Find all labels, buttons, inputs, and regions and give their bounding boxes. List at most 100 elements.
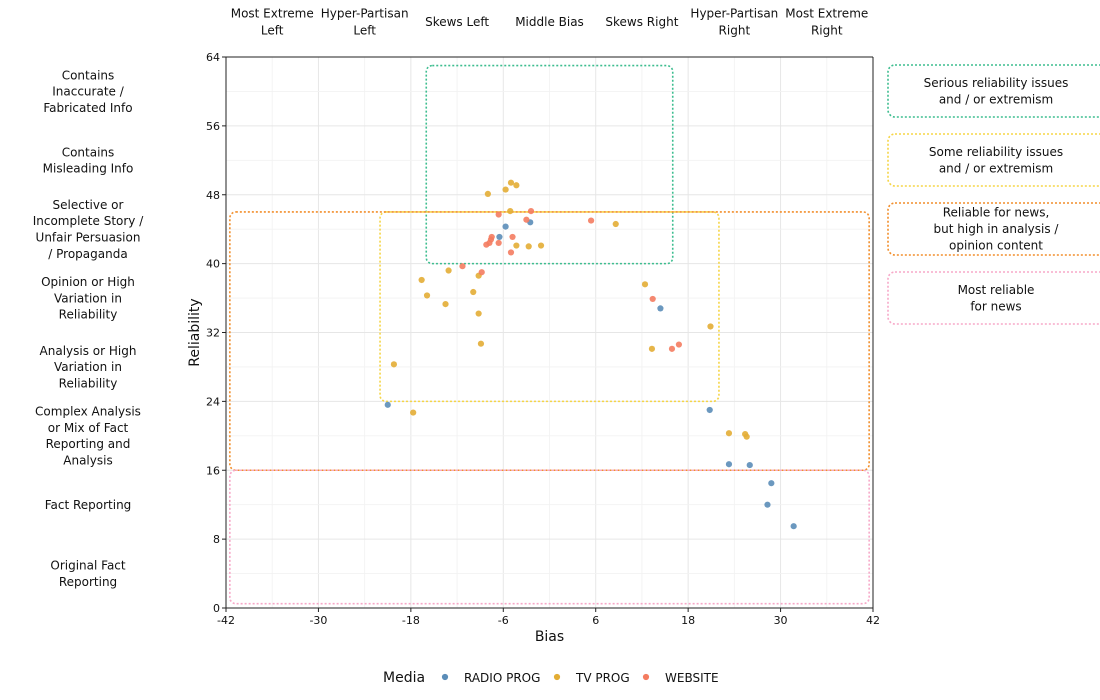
region-box (379, 211, 720, 403)
bias-category-label: Skews Right (605, 15, 678, 29)
data-point (410, 409, 417, 416)
reliability-category-label: Selective or Incomplete Story / Unfair Per… (33, 198, 145, 261)
data-point (483, 241, 490, 248)
x-tick-label: 42 (866, 614, 880, 627)
data-point (477, 340, 485, 347)
reliability-category-label: Complex Analysis or Mix of Fact Reporting … (35, 405, 141, 468)
data-point (502, 186, 509, 193)
data-point (513, 242, 520, 249)
region-legend-box (887, 64, 1100, 118)
reliability-category-label: Original Fact Reporting (50, 559, 126, 589)
data-point (502, 223, 509, 230)
x-axis-label: Bias (535, 629, 564, 645)
legend-label: RADIO PROG (464, 671, 540, 685)
region-legend-box (887, 133, 1100, 187)
bias-category-label: Most Extreme Left (231, 7, 314, 38)
data-point (507, 179, 515, 186)
bias-category-label: Most Extreme Right (785, 7, 868, 38)
data-point (649, 295, 656, 303)
y-tick-label: 0 (213, 602, 220, 615)
bias-category-label: Skews Left (425, 15, 489, 29)
legend: Media RADIO PROG TV PROG WEBSITE (383, 670, 719, 686)
axes: -42 -30 -18 -6 6 18 30 42 0 8 16 24 32 40 48 56 64 Bias Re… (187, 51, 880, 645)
data-point (675, 341, 683, 348)
data-point (668, 345, 676, 352)
region-legend-label: Some reliability issues and / or extremis… (929, 145, 1063, 176)
bias-category-label: Middle Bias (515, 15, 584, 29)
region-legend-box (887, 202, 1100, 256)
data-point (459, 263, 466, 270)
legend-marker (642, 673, 650, 681)
x-tick-label: -18 (402, 614, 420, 627)
data-point (507, 249, 515, 256)
y-tick-label: 40 (206, 258, 220, 271)
data-point (743, 433, 750, 440)
legend-label: WEBSITE (665, 671, 719, 685)
data-point (423, 292, 431, 299)
region-box (425, 64, 674, 265)
data-point (657, 305, 664, 312)
data-point (537, 242, 545, 249)
y-tick-label: 24 (206, 395, 220, 408)
reliability-category-label: Fact Reporting (45, 498, 132, 512)
data-point (470, 288, 477, 296)
y-tick-label: 32 (206, 327, 220, 340)
data-point (496, 233, 503, 241)
data-point (612, 220, 619, 228)
data-point (478, 269, 485, 276)
legend-marker (441, 673, 449, 681)
reliability-category-label: Opinion or High Variation in Reliability (41, 275, 135, 322)
data-point (725, 461, 733, 468)
grid-lines (225, 56, 874, 609)
bias-category-label: Hyper-Partisan Right (690, 7, 778, 38)
data-point (525, 243, 532, 250)
y-axis-label: Reliability (187, 298, 203, 366)
data-point (442, 300, 449, 308)
data-point (706, 406, 713, 414)
y-tick-label: 48 (206, 189, 220, 202)
data-points (384, 179, 797, 530)
bias-category-label: Hyper-Partisan Left (321, 7, 409, 38)
data-point (523, 216, 530, 223)
y-tick-label: 56 (206, 120, 220, 133)
region-legend-label: Reliable for news, but high in analysis /… (934, 206, 1060, 253)
data-point (495, 239, 502, 247)
data-point (509, 233, 516, 241)
region-legend-label: Most reliable for news (958, 283, 1035, 314)
data-point (768, 480, 775, 487)
y-tick-label: 8 (213, 533, 220, 546)
data-point (495, 211, 502, 218)
x-tick-label: -30 (309, 614, 327, 627)
data-point (746, 461, 753, 469)
reliability-regions: Serious reliability issues and / or extre… (229, 64, 1100, 605)
reliability-category-label: Analysis or High Variation in Reliability (40, 344, 137, 391)
data-point (475, 310, 482, 317)
data-point (725, 430, 733, 437)
data-point (507, 208, 514, 215)
x-tick-label: 6 (592, 614, 599, 627)
region-legend-label: Serious reliability issues and / or extre… (924, 76, 1069, 107)
data-point (390, 361, 398, 368)
data-point (384, 401, 391, 408)
data-point (790, 523, 797, 530)
reliability-category-label: Contains Inaccurate / Fabricated Info (43, 68, 132, 115)
x-tick-label: -6 (498, 614, 509, 627)
region-box (229, 469, 870, 605)
data-point (587, 217, 595, 224)
x-tick-label: 18 (681, 614, 695, 627)
data-point (527, 208, 535, 215)
legend-marker (553, 673, 561, 681)
data-point (445, 267, 452, 274)
x-tick-label: -42 (217, 614, 235, 627)
data-point (418, 276, 425, 284)
data-point (641, 281, 649, 288)
data-point (764, 501, 771, 508)
data-point (648, 345, 656, 352)
legend-title: Media (383, 670, 425, 686)
x-tick-label: 30 (774, 614, 788, 627)
reliability-category-label: Contains Misleading Info (43, 145, 134, 175)
data-point (513, 182, 520, 189)
data-point (484, 190, 491, 197)
